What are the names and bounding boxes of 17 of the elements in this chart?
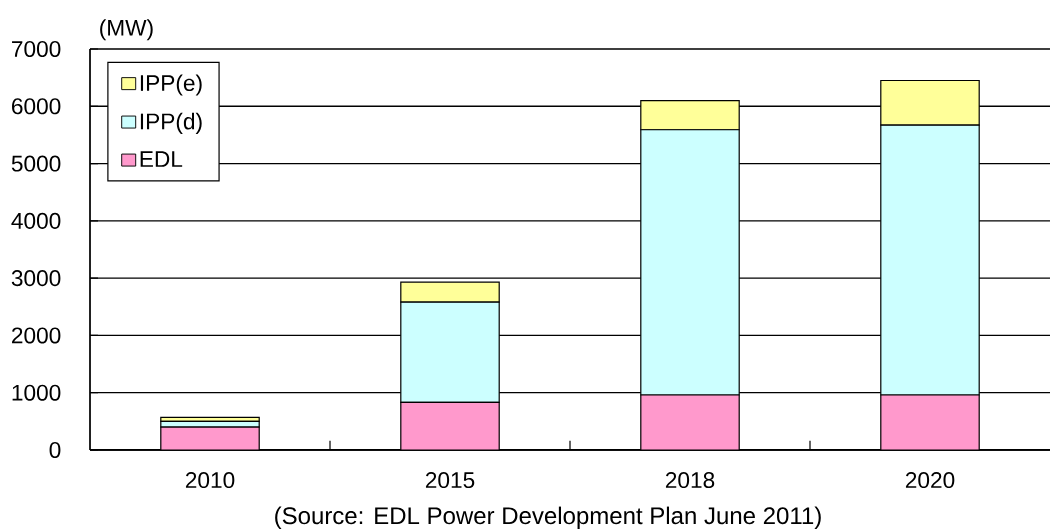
x-tick-label: 2010: [185, 472, 235, 489]
y-tick-label: 6000: [12, 98, 61, 115]
x-tick-label: 2018: [665, 472, 715, 489]
y-tick-label: 2000: [12, 327, 61, 344]
y-tick-label: 0: [49, 441, 61, 459]
x-tick-label: 2020: [905, 472, 955, 489]
y-axis-title: (MW): [100, 19, 153, 41]
legend-label: IPP(e): [140, 74, 202, 96]
y-tick-label: 7000: [12, 40, 61, 58]
y-tick-label: 1000: [12, 384, 61, 401]
y-tick-label: 3000: [11, 270, 61, 287]
legend-label: IPP(d): [140, 112, 202, 134]
y-tick-label: 5000: [11, 155, 61, 172]
x-tick-label: 2015: [425, 472, 475, 489]
legend-label: EDL: [140, 151, 183, 167]
text: (Source: EDL Power Development Plan June 2011): [275, 506, 821, 529]
y-tick-label: 4000: [11, 212, 61, 229]
